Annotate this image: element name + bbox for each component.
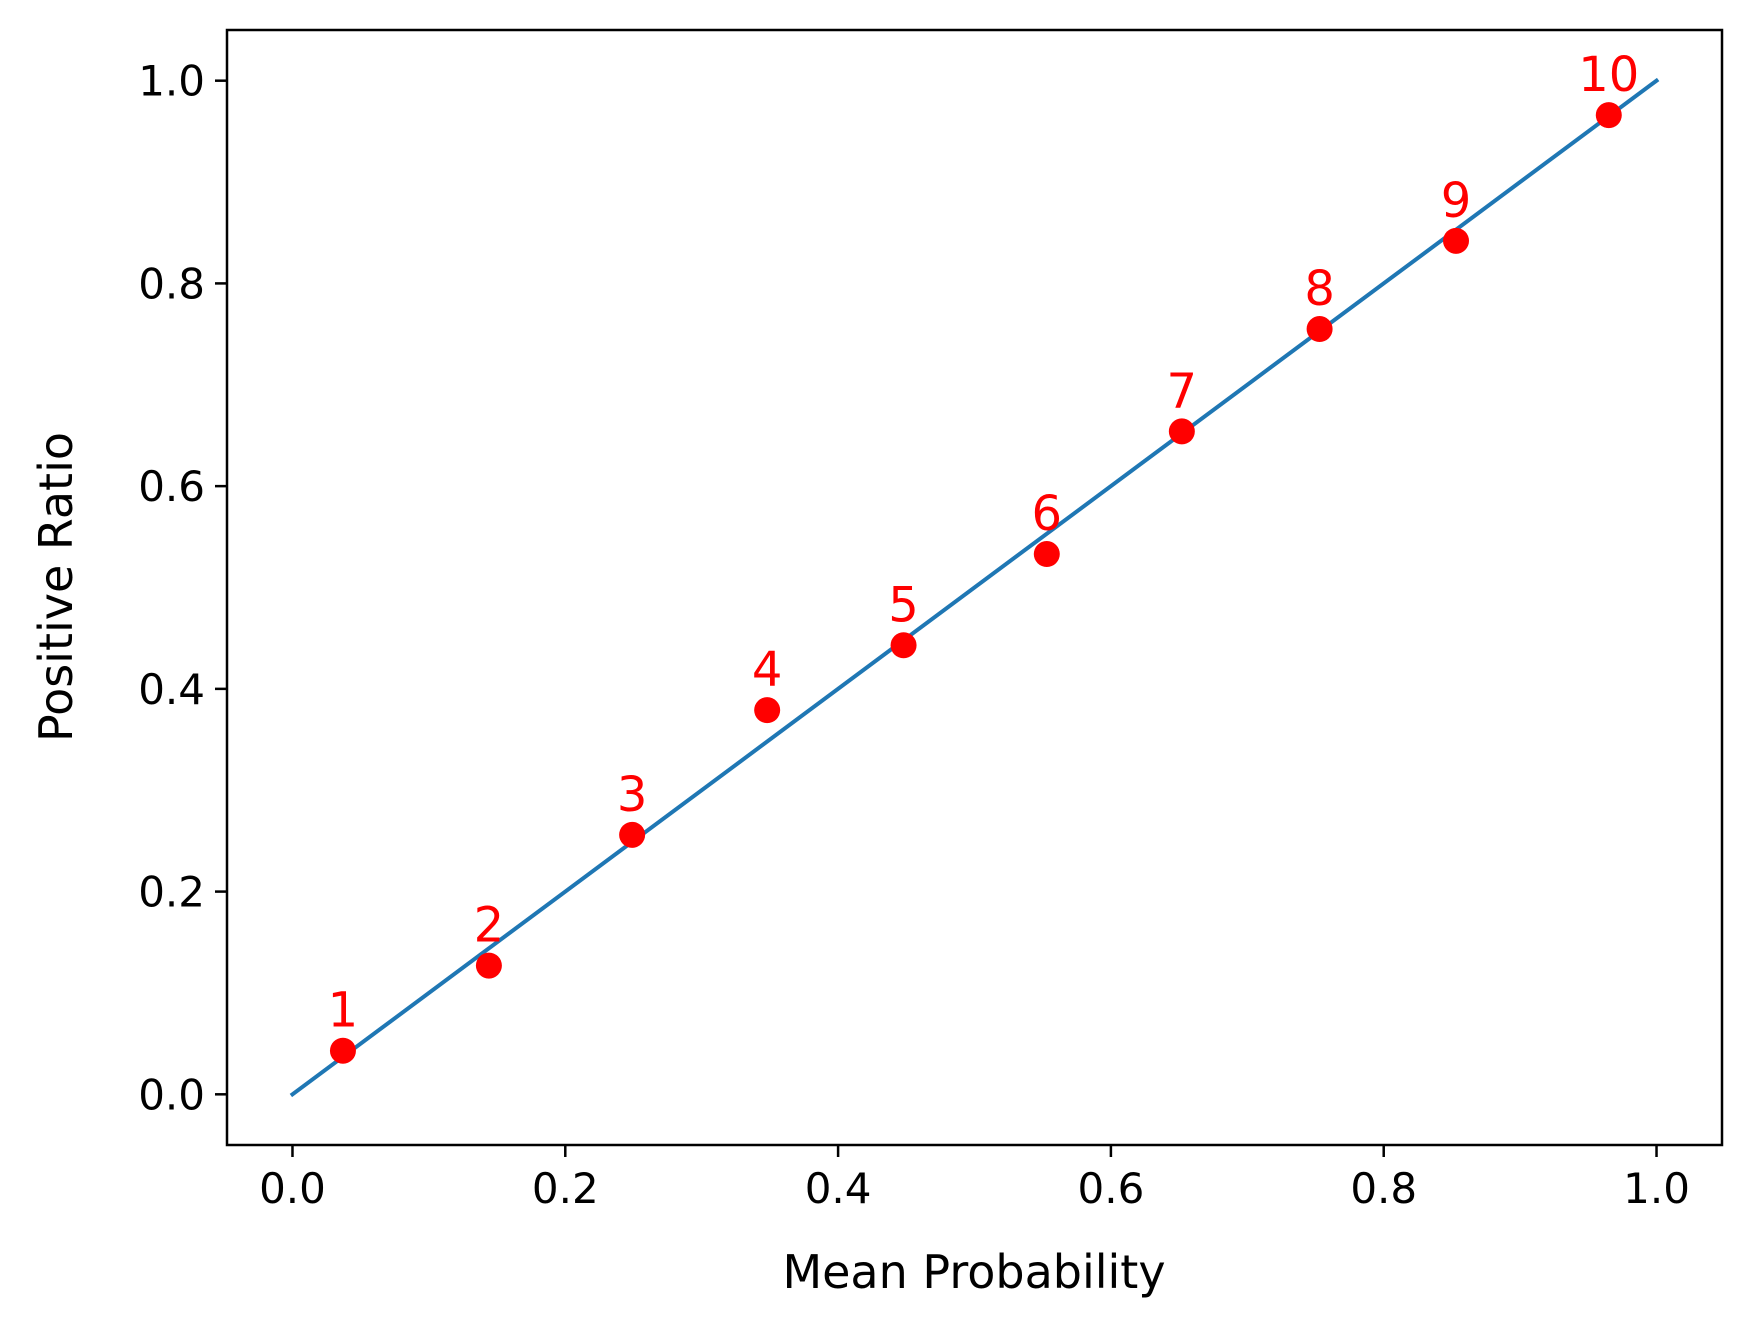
x-tick-label: 0.6 — [1078, 1164, 1145, 1213]
data-point — [1306, 316, 1333, 343]
point-label: 2 — [474, 898, 505, 954]
data-point — [475, 952, 502, 979]
x-tick-label: 0.8 — [1350, 1164, 1417, 1213]
x-tick-label: 0.4 — [805, 1164, 872, 1213]
y-axis: 0.0 0.2 0.4 0.6 0.8 1.0 — [138, 57, 227, 1119]
x-axis: 0.0 0.2 0.4 0.6 0.8 1.0 — [259, 1145, 1690, 1213]
data-point — [1168, 418, 1195, 445]
y-tick-label: 0.4 — [138, 665, 205, 714]
y-tick-label: 0.8 — [138, 259, 205, 308]
point-label: 10 — [1578, 47, 1639, 103]
point-label: 5 — [888, 577, 919, 633]
point-label: 9 — [1441, 173, 1472, 229]
data-point — [619, 821, 646, 848]
x-tick-label: 0.0 — [259, 1164, 326, 1213]
data-point — [1443, 227, 1470, 254]
y-tick-label: 0.0 — [138, 1070, 205, 1119]
point-label: 4 — [752, 642, 783, 698]
data-point — [754, 697, 781, 724]
plot-area: 1 2 3 4 5 6 7 8 9 10 — [289, 47, 1660, 1098]
y-axis-label: Positive Ratio — [29, 432, 83, 742]
plot-frame — [225, 28, 1724, 1147]
x-tick-label: 1.0 — [1623, 1164, 1690, 1213]
x-tick-label: 0.2 — [532, 1164, 599, 1213]
y-tick-label: 0.2 — [138, 868, 205, 917]
point-label: 8 — [1304, 261, 1335, 317]
point-label: 1 — [328, 983, 359, 1039]
point-label: 7 — [1167, 363, 1198, 419]
reference-line — [289, 77, 1660, 1098]
data-point — [890, 632, 917, 659]
data-point — [1595, 102, 1622, 129]
x-axis-label: Mean Probability — [782, 1245, 1165, 1299]
y-tick-label: 1.0 — [138, 57, 205, 106]
point-label: 6 — [1032, 486, 1063, 542]
data-point — [329, 1037, 356, 1064]
point-label: 3 — [617, 767, 648, 823]
data-point — [1033, 541, 1060, 568]
y-tick-label: 0.6 — [138, 462, 205, 511]
